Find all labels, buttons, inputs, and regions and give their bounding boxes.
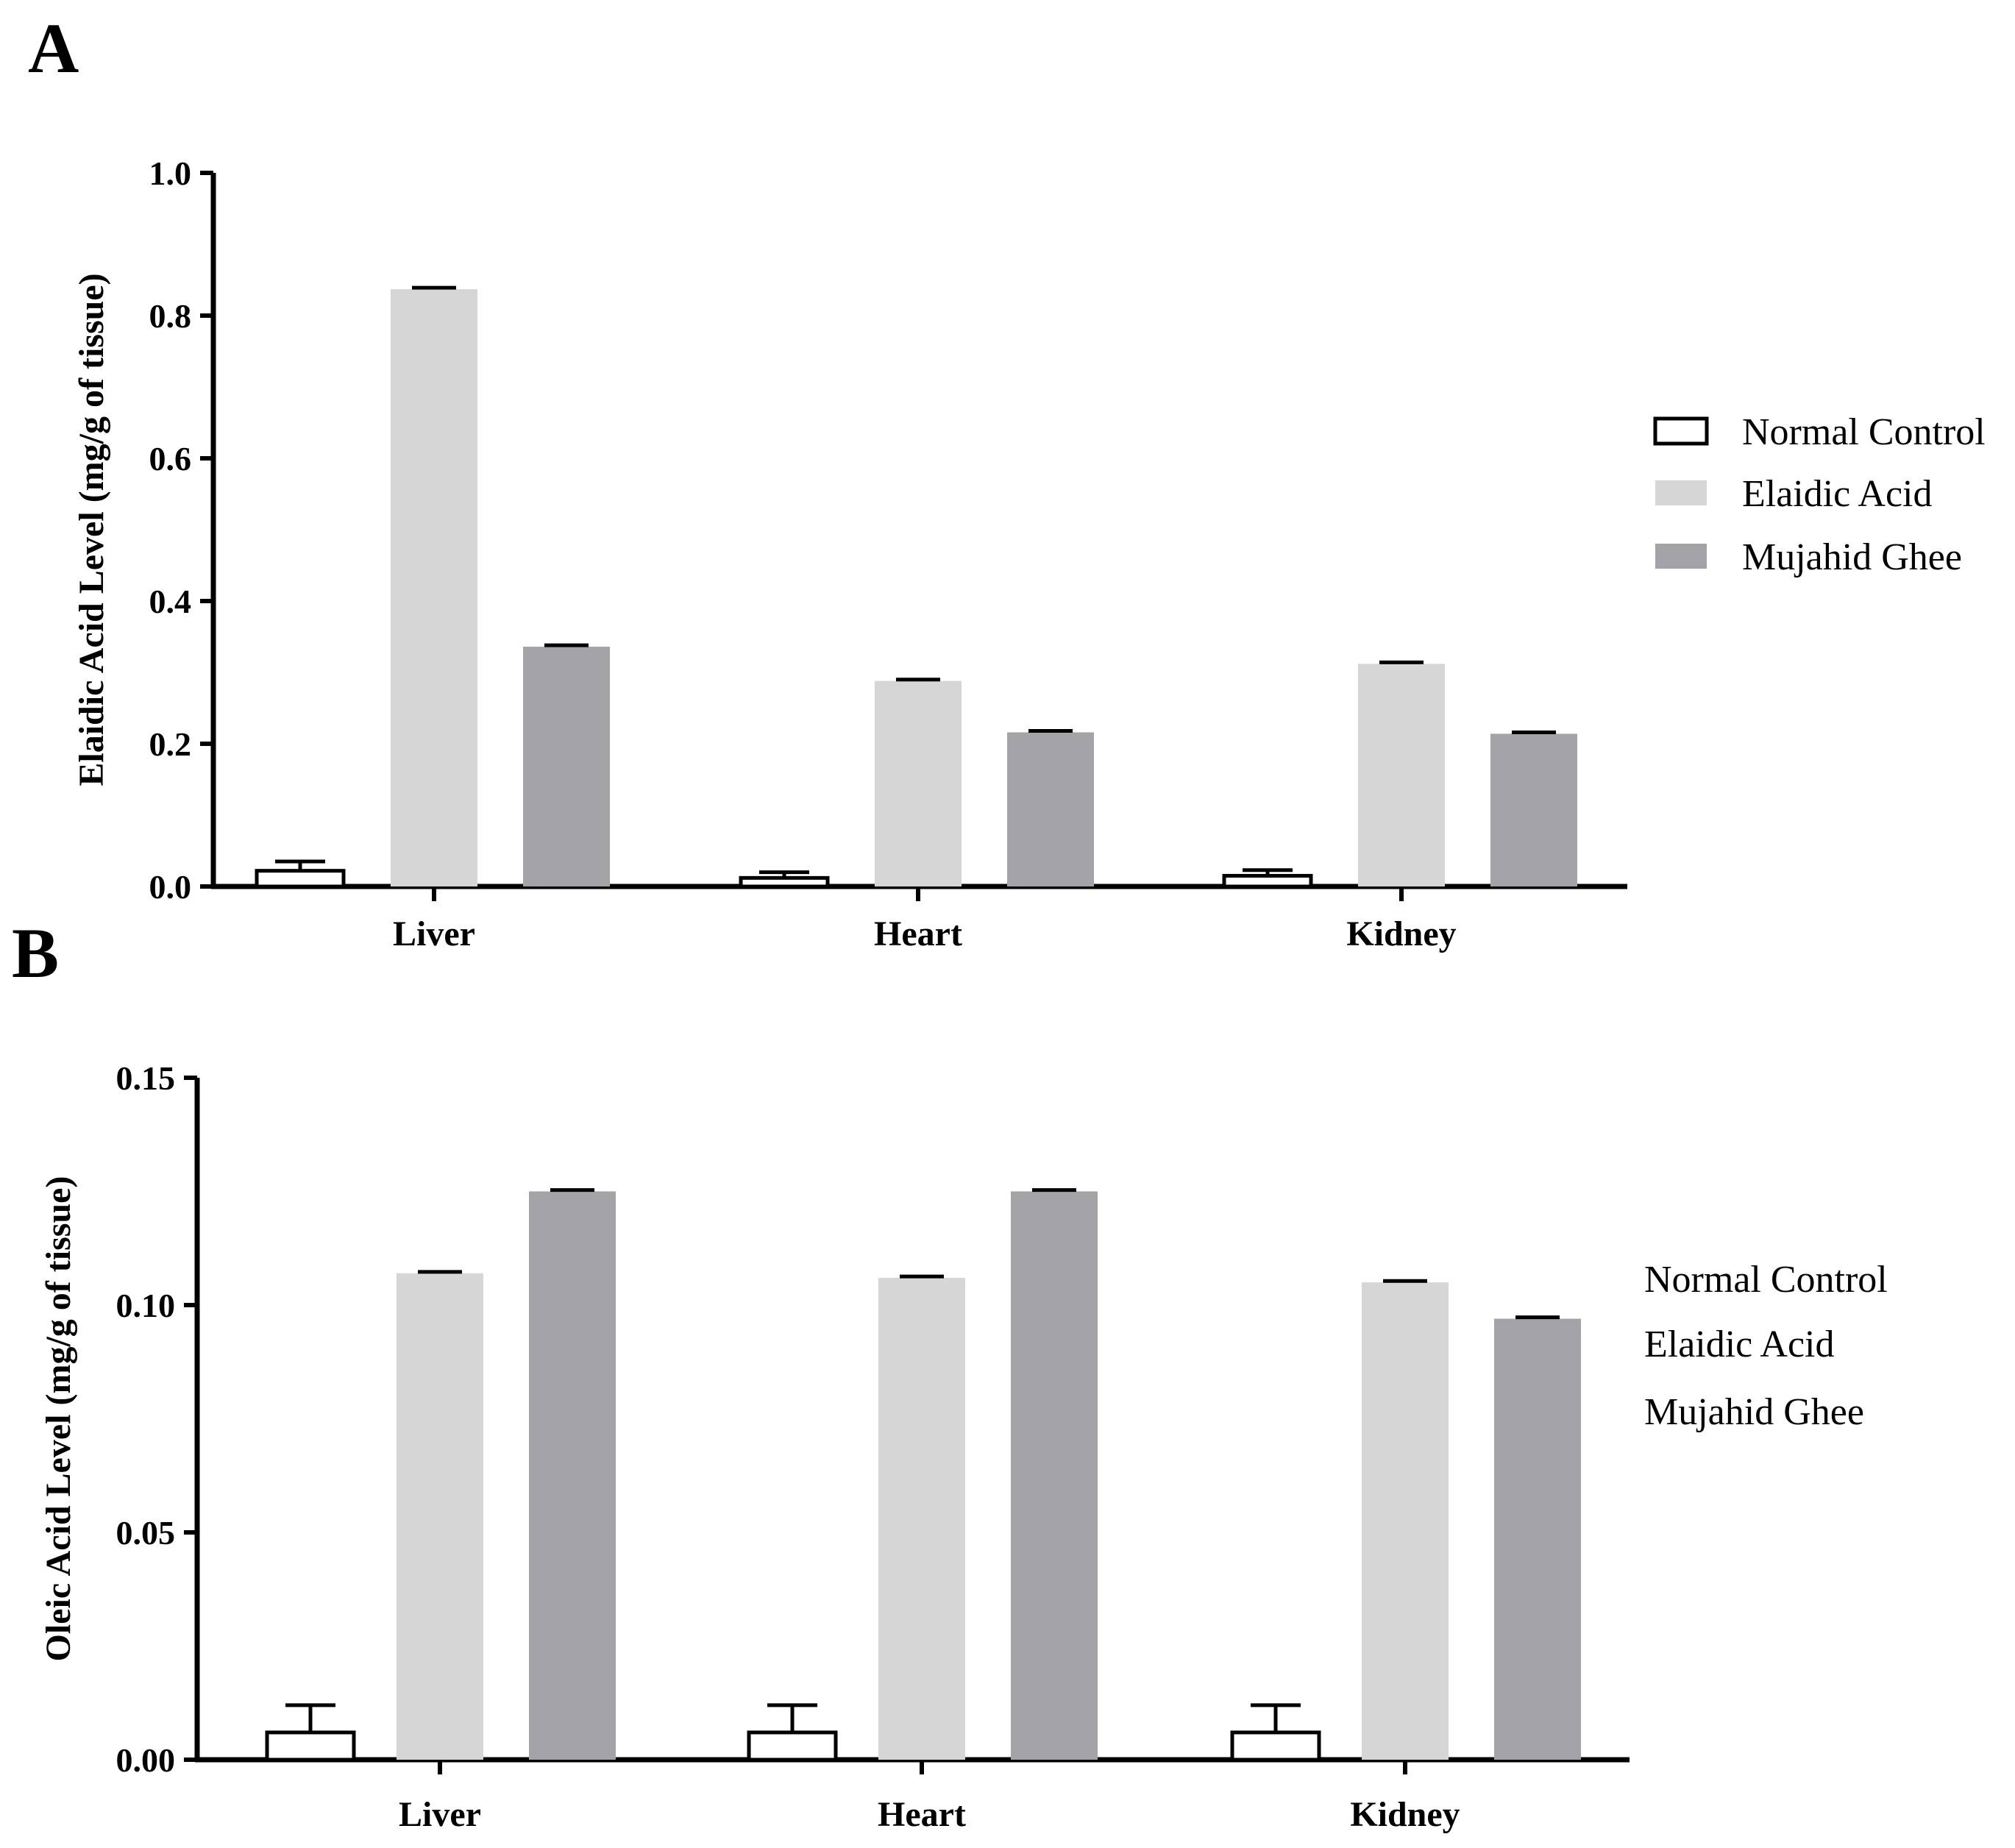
bar-elaidic-acid: [391, 289, 477, 886]
bar-normal-control: [747, 1730, 838, 1762]
bar-elaidic-acid: [1362, 1282, 1449, 1760]
panel-b-chart: 0.00 0.05 0.10 0.15 Oleic Acid Level (mg/g o…: [39, 1059, 1888, 1834]
bar-normal-control: [1222, 873, 1313, 889]
x-category-label: Kidney: [1350, 1795, 1460, 1834]
bar-normal-control: [739, 875, 830, 889]
legend-label: Elaidic Acid: [1644, 1323, 1834, 1365]
legend-label: Elaidic Acid: [1742, 473, 1932, 515]
y-tick-label: 0.00: [116, 1741, 176, 1779]
bar-elaidic-acid: [397, 1273, 483, 1760]
y-tick-label: 0.4: [149, 583, 192, 620]
y-tick-label: 0.8: [149, 297, 192, 335]
bar-elaidic-acid: [875, 680, 962, 886]
legend-label: Normal Control: [1644, 1259, 1888, 1301]
y-tick-label: 0.6: [149, 440, 192, 477]
bar-mujahid-ghee: [1007, 732, 1094, 886]
legend-label: Mujahid Ghee: [1644, 1391, 1864, 1433]
bar-mujahid-ghee: [1494, 1318, 1581, 1760]
x-category-label: Liver: [393, 914, 475, 953]
bar-mujahid-ghee: [1011, 1191, 1098, 1760]
bar-normal-control: [1230, 1730, 1321, 1762]
legend-label: Normal Control: [1742, 411, 1986, 453]
panel-label-a: A: [28, 9, 79, 88]
y-tick-label: 0.15: [116, 1059, 176, 1097]
x-category-label: Heart: [874, 914, 962, 953]
x-category-label: Heart: [878, 1795, 966, 1834]
bar-mujahid-ghee: [523, 647, 610, 886]
bar-normal-control: [255, 869, 346, 889]
bar-normal-control: [265, 1730, 356, 1762]
y-axis-title: Oleic Acid Level (mg/g of tissue): [39, 1176, 78, 1662]
bar-elaidic-acid: [878, 1277, 965, 1760]
y-tick-label: 0.0: [149, 868, 192, 906]
y-tick-label: 0.05: [116, 1514, 176, 1552]
legend-swatch: [1655, 480, 1707, 505]
x-category-label: Liver: [399, 1795, 481, 1834]
y-axis-title: Elaidic Acid Level (mg/g of tissue): [72, 273, 111, 786]
panel-a-chart: 0.0 0.2 0.4 0.6 0.8 1.0 Elaidic Acid Level (mg…: [72, 154, 1986, 953]
bar-elaidic-acid: [1358, 664, 1445, 886]
y-tick-label: 1.0: [149, 154, 192, 192]
legend-label: Mujahid Ghee: [1742, 536, 1962, 578]
panel-label-b: B: [12, 914, 59, 992]
y-tick-label: 0.2: [149, 725, 192, 763]
y-tick-label: 0.10: [116, 1287, 176, 1324]
legend-swatch: [1653, 416, 1709, 446]
legend-swatch: [1655, 544, 1707, 569]
bar-mujahid-ghee: [529, 1191, 616, 1760]
x-category-label: Kidney: [1346, 914, 1456, 953]
bar-mujahid-ghee: [1490, 733, 1577, 886]
